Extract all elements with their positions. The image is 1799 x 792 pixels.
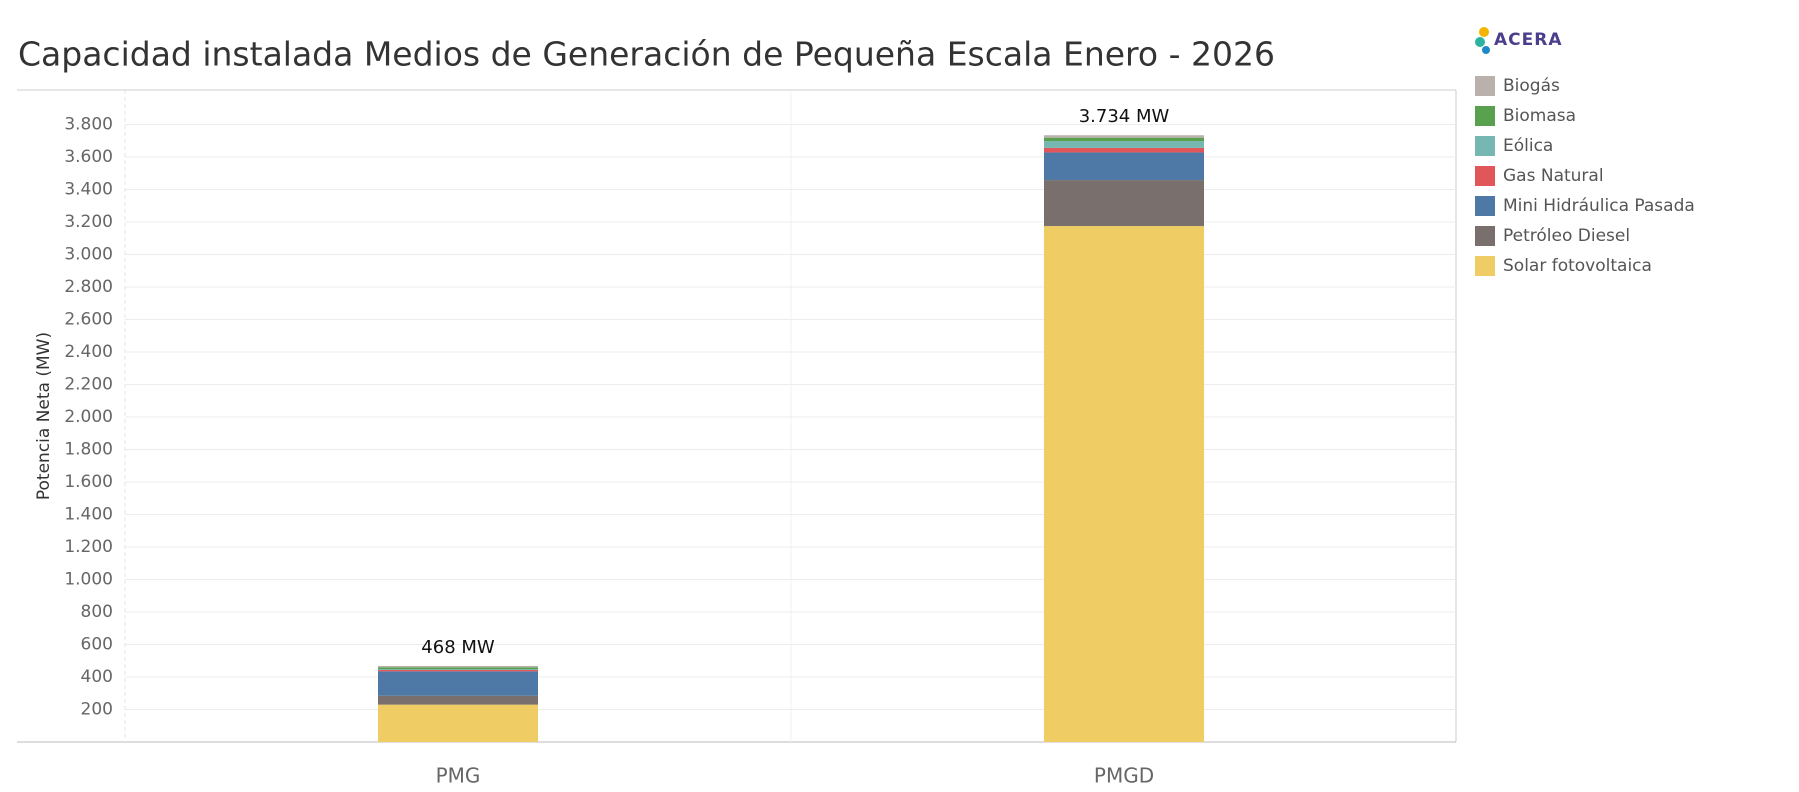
y-tick-label: 200 [81,700,113,720]
logo-mark [1475,37,1485,47]
y-tick-label: 3.400 [64,180,113,200]
bar-segment [1044,152,1204,181]
y-tick-label: 400 [81,667,113,687]
y-tick-label: 3.600 [64,147,113,167]
logo-mark [1479,27,1489,37]
bar-segment [378,669,538,671]
legend-swatch [1475,166,1495,186]
legend-label: Biogás [1503,76,1560,96]
legend-swatch [1475,226,1495,246]
y-tick-label: 600 [81,635,113,655]
y-axis-label: Potencia Neta (MW) [34,332,54,500]
y-tick-label: 2.600 [64,310,113,330]
bar-segment [378,704,538,742]
legend-label: Gas Natural [1503,166,1604,186]
y-tick-label: 800 [81,602,113,622]
bar-segment [1044,137,1204,142]
y-tick-label: 3.000 [64,245,113,265]
y-tick-label: 1.800 [64,440,113,460]
bar-segment [378,671,538,696]
y-tick-label: 2.000 [64,407,113,427]
total-label: 468 MW [421,637,495,658]
bar-segment [378,665,538,668]
logo: ACERA [1475,27,1563,54]
y-tick-label: 1.600 [64,472,113,492]
legend-swatch [1475,106,1495,126]
legend-label: Biomasa [1503,106,1576,126]
x-tick-label: PMGD [1094,764,1154,788]
y-tick-label: 2.200 [64,375,113,395]
chart-title: Capacidad instalada Medios de Generación… [18,35,1275,74]
bar-segment [1044,141,1204,148]
bar-segment [378,695,538,705]
y-tick-label: 1.200 [64,537,113,557]
legend-label: Eólica [1503,136,1553,156]
logo-text: ACERA [1494,30,1563,50]
y-tick-label: 1.400 [64,505,113,525]
bar-segment [1044,135,1204,138]
bar-segment [1044,180,1204,227]
y-tick-label: 3.200 [64,212,113,232]
legend-label: Solar fotovoltaica [1503,256,1652,276]
legend-label: Petróleo Diesel [1503,226,1630,246]
legend-label: Mini Hidráulica Pasada [1503,196,1695,216]
logo-mark [1482,46,1490,54]
bar-segment [378,670,538,672]
legend-swatch [1475,256,1495,276]
y-tick-label: 3.800 [64,115,113,135]
bar-segment [1044,147,1204,153]
x-tick-label: PMG [436,764,481,788]
legend-swatch [1475,76,1495,96]
bar-segment [1044,226,1204,742]
total-label: 3.734 MW [1079,106,1170,127]
bar-segment [378,667,538,670]
y-tick-label: 2.400 [64,342,113,362]
legend-swatch [1475,136,1495,156]
y-tick-label: 1.000 [64,570,113,590]
y-tick-label: 2.800 [64,277,113,297]
legend-swatch [1475,196,1495,216]
